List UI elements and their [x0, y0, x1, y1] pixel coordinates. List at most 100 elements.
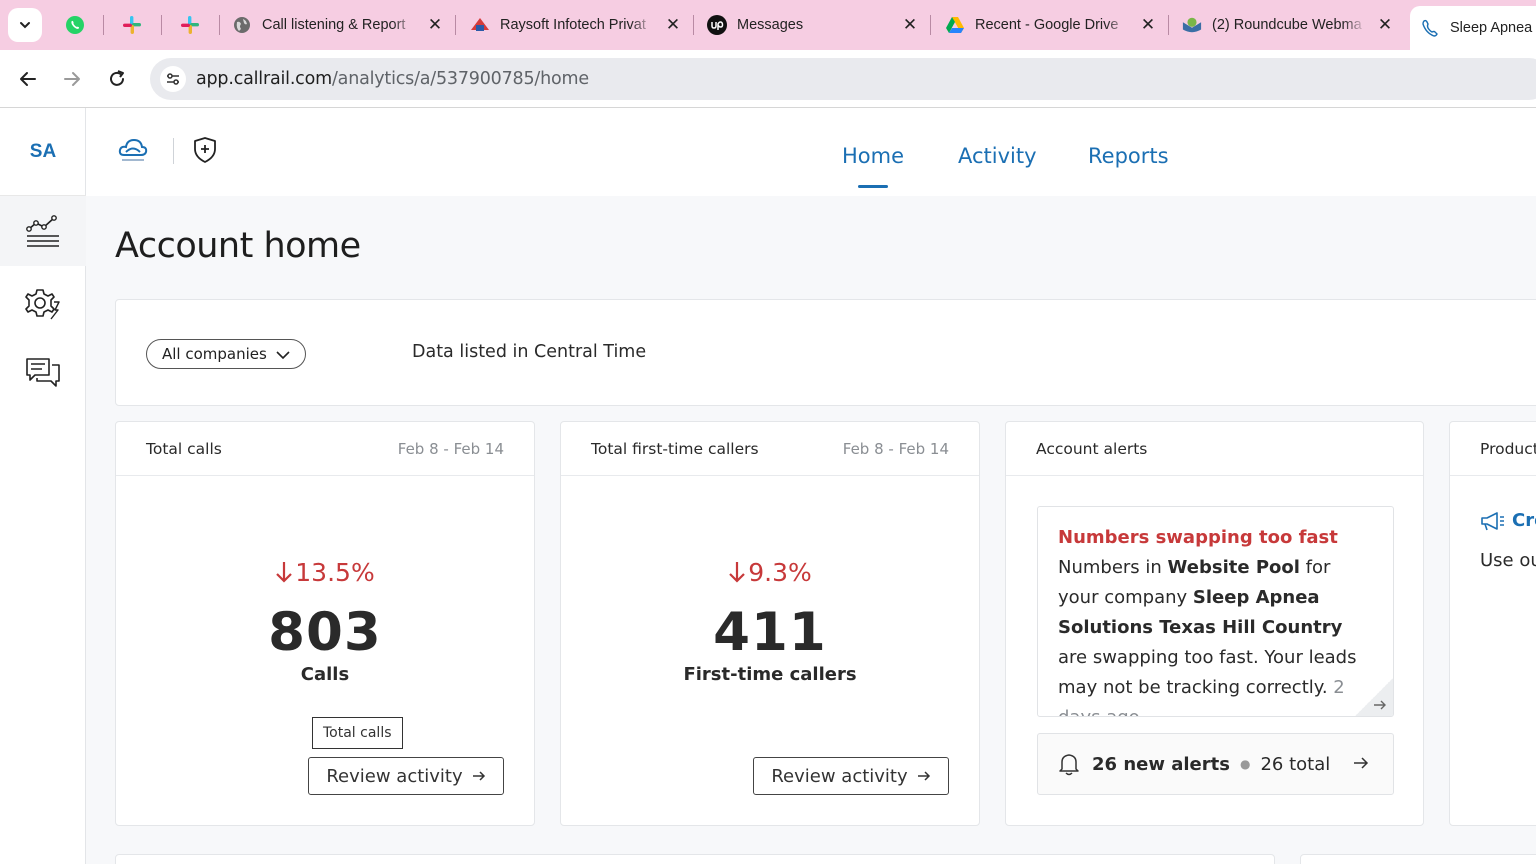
tab-title: (2) Roundcube Webma [1212, 17, 1362, 33]
tab-close-button[interactable]: ✕ [1140, 15, 1156, 34]
product-card: Product Cre Use ou find, ar meanin [1449, 421, 1536, 826]
page-title: Account home [115, 226, 361, 266]
review-activity-button[interactable]: Review activity [308, 757, 504, 795]
bottom-card [1300, 854, 1536, 864]
app-sidebar: SA [0, 108, 86, 864]
total-alerts-count: 26 total [1260, 753, 1331, 775]
browser-tab-strip: Call listening & Report ✕ Raysoft Infote… [0, 0, 1536, 50]
percent-change-value: 13.5% [295, 558, 375, 587]
company-filter-select[interactable]: All companies [146, 339, 306, 369]
tab-search-button[interactable] [8, 8, 42, 42]
alert-title: Numbers swapping too fast [1058, 527, 1338, 548]
address-bar[interactable]: app.callrail.com/analytics/a/537900785/h… [150, 58, 1536, 100]
arrow-right-icon [1354, 757, 1369, 769]
arrow-right-icon [1374, 700, 1386, 710]
review-activity-button[interactable]: Review activity [753, 757, 949, 795]
product-link[interactable]: Cre [1480, 510, 1536, 531]
arrow-down-icon [276, 562, 293, 583]
sidebar-item-settings[interactable] [0, 268, 86, 338]
tune-icon [167, 73, 179, 85]
alert-text: for your company [1058, 557, 1331, 608]
nav-activity[interactable]: Activity [958, 144, 1037, 168]
shield-plus-icon [194, 137, 216, 163]
app-header: Home Activity Reports [86, 108, 1536, 196]
gear-icon [25, 289, 60, 320]
metric-tooltip: Total calls [312, 717, 403, 749]
account-alerts-card: Account alerts Numbers swapping too fast… [1005, 421, 1424, 826]
site-info-button[interactable] [160, 66, 186, 92]
tab-title: Raysoft Infotech Privat [500, 17, 646, 33]
sidebar-item-analytics[interactable] [0, 196, 86, 266]
pinned-tab-whatsapp[interactable] [60, 10, 90, 40]
tab-raysoft[interactable]: Raysoft Infotech Privat ✕ [460, 6, 690, 44]
browser-toolbar: app.callrail.com/analytics/a/537900785/h… [0, 50, 1536, 108]
metric-value: 803 [268, 602, 382, 663]
date-range: Feb 8 - Feb 14 [397, 440, 504, 458]
metric-label: Calls [300, 664, 350, 685]
account-avatar[interactable]: SA [0, 108, 86, 196]
forward-button[interactable] [57, 64, 87, 94]
arrow-left-icon [20, 72, 36, 86]
back-button[interactable] [13, 64, 43, 94]
slack-icon [123, 16, 141, 34]
chevron-down-icon [276, 351, 290, 360]
raysoft-icon [471, 18, 489, 31]
reload-button[interactable] [102, 64, 132, 94]
reload-icon [110, 70, 124, 86]
percent-change: 13.5% [116, 558, 534, 587]
alert-corner [1355, 678, 1393, 716]
globe-icon [234, 17, 250, 33]
whatsapp-icon [66, 16, 84, 34]
new-alerts-count: 26 new alerts [1092, 753, 1230, 775]
tab-close-button[interactable]: ✕ [427, 15, 443, 34]
arrow-right-icon [64, 72, 80, 86]
security-shield-button[interactable] [192, 136, 218, 169]
arrow-down-icon [729, 562, 746, 583]
card-title: Total first-time callers [591, 440, 759, 458]
url-host: app.callrail.com [196, 69, 332, 89]
nav-home[interactable]: Home [842, 144, 905, 188]
arrow-right-icon [472, 771, 485, 781]
alert-company-name: Sleep Apnea Solutions Texas Hill Country [1058, 587, 1343, 638]
tab-google-drive[interactable]: Recent - Google Drive ✕ [935, 6, 1165, 44]
pinned-tab-slack-1[interactable] [117, 10, 147, 40]
alerts-summary-link[interactable]: 26 new alerts ● 26 total [1037, 733, 1394, 795]
card-header: Product [1450, 422, 1536, 476]
chevron-down-icon [20, 22, 30, 29]
tab-messages[interactable]: Messages ✕ [697, 6, 927, 44]
alert-text: Numbers in [1058, 557, 1168, 578]
tab-call-listening[interactable]: Call listening & Report ✕ [222, 6, 452, 44]
pinned-tab-slack-2[interactable] [175, 10, 205, 40]
card-title: Account alerts [1036, 440, 1148, 458]
tab-title: Recent - Google Drive [975, 17, 1119, 33]
product-link-label: Cre [1512, 510, 1536, 531]
google-drive-icon [946, 17, 964, 33]
metric-value: 411 [713, 602, 827, 663]
slack-icon [181, 16, 199, 34]
roundcube-icon [1182, 17, 1202, 33]
tab-close-button[interactable]: ✕ [902, 15, 918, 34]
header-divider [173, 138, 174, 164]
first-time-callers-card: Total first-time callers Feb 8 - Feb 14 … [560, 421, 980, 826]
tab-close-button[interactable]: ✕ [665, 15, 681, 34]
date-range: Feb 8 - Feb 14 [842, 440, 949, 458]
tab-close-button[interactable]: ✕ [1377, 15, 1393, 34]
callrail-logo[interactable] [118, 136, 148, 169]
button-label: Review activity [771, 765, 908, 787]
sidebar-item-conversations[interactable] [0, 338, 86, 408]
tab-roundcube[interactable]: (2) Roundcube Webma ✕ [1172, 6, 1402, 44]
alert-pool-name: Website Pool [1167, 557, 1300, 578]
tab-sleep-apnea[interactable]: Sleep Apnea [1410, 6, 1536, 50]
alert-text: are swapping too fast. Your leads may no… [1058, 647, 1357, 698]
alert-message: Numbers swapping too fast Numbers in Webs… [1058, 523, 1373, 716]
metric-label: First-time callers [683, 664, 857, 685]
tab-title: Call listening & Report [262, 17, 406, 33]
nav-reports[interactable]: Reports [1088, 144, 1169, 168]
alert-timestamp: 2 days ago [1058, 677, 1345, 716]
alert-item[interactable]: Numbers swapping too fast Numbers in Webs… [1037, 506, 1394, 717]
analytics-chart-icon [26, 215, 59, 247]
card-header: Total calls Feb 8 - Feb 14 [116, 422, 534, 476]
bottom-card [115, 854, 1275, 864]
chat-bubbles-icon [26, 358, 60, 387]
product-description: Use ou find, ar meanin [1480, 550, 1536, 571]
